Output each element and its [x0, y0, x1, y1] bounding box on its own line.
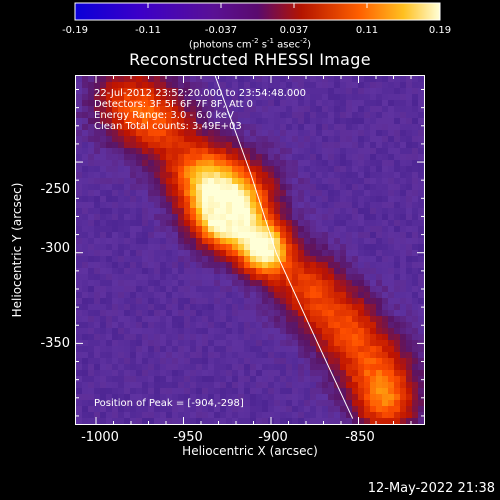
colorbar-tick-label: 0.11 [356, 25, 378, 36]
colorbar-units: (photons cm-2 s-1 asec-2) [0, 37, 500, 50]
limb-overlay [214, 76, 354, 419]
y-tick-label: -250 [40, 182, 70, 197]
x-tick-label: -900 [258, 430, 288, 445]
peak-position-label: Position of Peak = [-904,-298] [94, 398, 244, 409]
colorbar-gradient [74, 2, 441, 21]
x-tick-label: -1000 [81, 430, 119, 445]
plot-timestamp: 12-May-2022 21:38 [367, 481, 495, 496]
x-axis-label: Heliocentric X (arcsec) [182, 444, 318, 458]
colorbar-tick-label: 0.19 [429, 25, 451, 36]
energy-range-label: Energy Range: 3.0 - 6.0 keV [94, 110, 234, 121]
y-tick-label: -300 [40, 241, 70, 256]
units-text: asec [274, 39, 301, 51]
units-exponent: -2 [300, 37, 308, 45]
plot-title: Reconstructed RHESSI Image [129, 50, 371, 69]
colorbar-tick-label: -0.037 [205, 25, 237, 36]
colorbar-tick-label: -0.11 [135, 25, 161, 36]
units-exponent: -1 [267, 37, 274, 45]
y-axis-label: Heliocentric Y (arcsec) [10, 182, 24, 318]
units-text: s [258, 39, 268, 51]
units-exponent: -2 [251, 37, 259, 45]
time-range-label: 22-Jul-2012 23:52:20.000 to 23:54:48.000 [94, 88, 306, 99]
x-tick-label: -850 [345, 430, 375, 445]
units-text: ) [307, 39, 312, 51]
y-tick-label: -350 [40, 336, 70, 351]
solar-limb-line [214, 76, 354, 419]
x-tick-label: -950 [173, 430, 203, 445]
colorbar-tick-label: 0.037 [280, 25, 309, 36]
colorbar-ticks [74, 3, 441, 8]
image-plot: 22-Jul-2012 23:52:20.000 to 23:54:48.000… [75, 75, 425, 425]
heatmap-image [76, 76, 424, 424]
colorbar-tick-label: -0.19 [62, 25, 88, 36]
detectors-label: Detectors: 3F 5F 6F 7F 8F, Att 0 [94, 99, 254, 110]
method-counts-label: Clean Total counts: 3.49E+03 [94, 121, 242, 132]
units-text: (photons cm [188, 39, 252, 51]
colorbar: -0.19 -0.11 -0.037 0.037 0.11 0.19 [62, 2, 451, 36]
